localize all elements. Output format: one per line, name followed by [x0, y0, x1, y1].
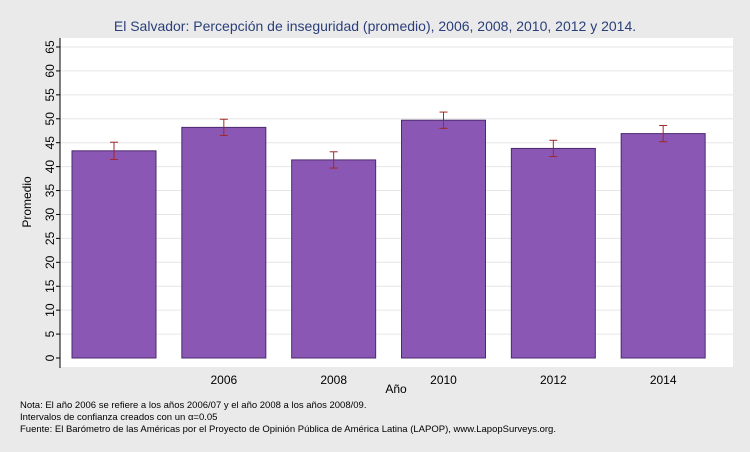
bar [181, 126, 267, 359]
axes: 0 5 10 15 20 25 30 35 40 45 50 55 60 65 2006 2008 2010 20… [43, 38, 677, 387]
bar [401, 119, 486, 359]
error-bars [110, 111, 668, 169]
y-axis-title: Promedio [20, 176, 34, 228]
y-tick-label: 35 [43, 184, 57, 198]
bars [71, 119, 706, 359]
y-tick-label: 0 [43, 354, 57, 361]
y-tick-label: 55 [43, 88, 57, 102]
x-tick-label: 2014 [650, 373, 677, 387]
bar [620, 133, 706, 359]
y-tick-label: 20 [43, 255, 57, 269]
y-tick-label: 25 [43, 231, 57, 245]
y-tick-label: 15 [43, 279, 57, 293]
y-tick-label: 5 [43, 330, 57, 337]
y-tick-label: 50 [43, 112, 57, 126]
x-tick-label: 2006 [210, 373, 237, 387]
x-tick-label: 2008 [320, 373, 347, 387]
y-tick-label: 10 [43, 303, 57, 317]
source-note: Fuente: El Barómetro de las Américas por… [20, 424, 556, 435]
x-axis-title: Año [385, 382, 407, 396]
note-line: Nota: El año 2006 se refiere a los años … [20, 400, 367, 411]
chart-title: El Salvador: Percepción de inseguridad (… [114, 18, 636, 34]
bar [71, 150, 157, 359]
y-tick-label: 45 [43, 136, 57, 150]
y-tick-label: 40 [43, 160, 57, 174]
confidence-note: Intervalos de confianza creados con un α… [20, 412, 218, 423]
gridlines [60, 46, 733, 335]
x-tick-label: 2010 [430, 373, 457, 387]
x-tick-label: 2012 [540, 373, 567, 387]
y-tick-label: 30 [43, 207, 57, 221]
y-tick-label: 65 [43, 40, 57, 54]
y-tick-label: 60 [43, 64, 57, 78]
bar [510, 147, 596, 359]
bar [291, 159, 377, 359]
chart-notes: Nota: El año 2006 se refiere a los años … [20, 400, 556, 436]
